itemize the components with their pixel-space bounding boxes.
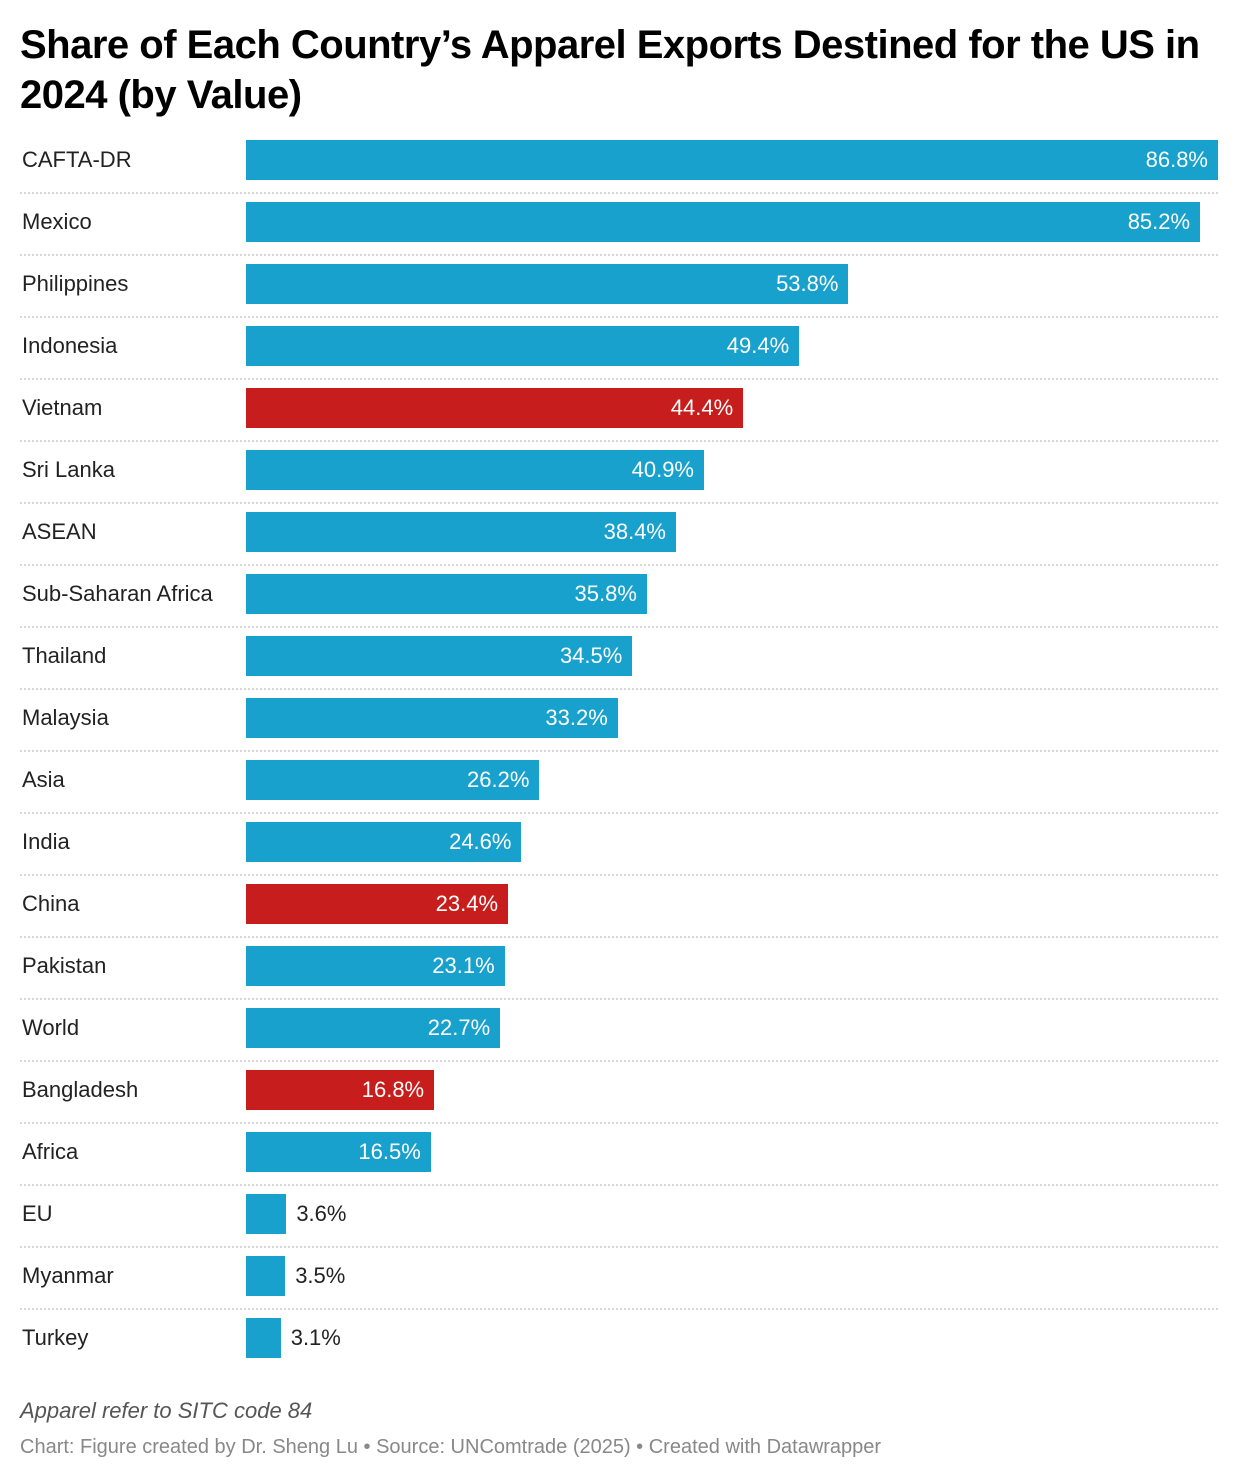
value-label: 23.1% <box>432 953 495 978</box>
chart-source: Chart: Figure created by Dr. Sheng Lu • … <box>20 1436 882 1458</box>
chart-title: Share of Each Country’s Apparel Exports … <box>20 23 1200 117</box>
bar-row: Myanmar 3.5% <box>20 1246 1218 1310</box>
value-label: 23.4% <box>435 891 499 916</box>
bar <box>246 1132 431 1172</box>
bar-row: Mexico 85.2% <box>20 192 1218 256</box>
bar <box>246 1256 286 1296</box>
bar <box>246 1070 435 1110</box>
value-label: 16.8% <box>361 1077 425 1102</box>
value-label: 26.2% <box>467 767 530 792</box>
value-label: 22.7% <box>427 1015 491 1040</box>
value-label: 85.2% <box>1127 209 1191 234</box>
bar-row: Malaysia 33.2% <box>20 688 1218 752</box>
bar <box>246 760 540 800</box>
bar-row: India 24.6% <box>20 812 1218 876</box>
category-label: Africa <box>22 1139 79 1164</box>
category-label: Mexico <box>22 209 92 234</box>
bar-row: ASEAN 38.4% <box>20 502 1218 566</box>
category-label: Turkey <box>22 1325 89 1350</box>
category-label: Sri Lanka <box>22 457 115 482</box>
bar-row: Sri Lanka 40.9% <box>20 440 1218 504</box>
category-label: China <box>22 891 80 916</box>
bar <box>246 450 704 490</box>
category-label: Malaysia <box>22 705 109 730</box>
bar-row: Thailand 34.5% <box>20 626 1218 690</box>
value-label: 86.8% <box>1145 147 1208 172</box>
bar <box>246 140 1218 180</box>
bar-row: Pakistan 23.1% <box>20 936 1218 1000</box>
bar-row: CAFTA-DR 86.8% <box>20 130 1218 194</box>
bar <box>246 1008 501 1048</box>
bar-row: Vietnam 44.4% <box>20 378 1218 442</box>
bar-row: Bangladesh 16.8% <box>20 1060 1218 1124</box>
value-label: 44.4% <box>670 395 734 420</box>
value-label: 3.6% <box>296 1201 347 1226</box>
bar-row: Philippines 53.8% <box>20 254 1218 318</box>
value-label: 40.9% <box>631 457 694 482</box>
bar <box>246 512 676 552</box>
category-label: Indonesia <box>22 333 118 358</box>
bar <box>246 636 633 676</box>
category-label: Myanmar <box>22 1263 114 1288</box>
value-label: 38.4% <box>603 519 666 544</box>
bar-row: Indonesia 49.4% <box>20 316 1218 380</box>
bar-row: Turkey 3.1% <box>20 1308 1218 1370</box>
value-label: 33.2% <box>545 705 608 730</box>
value-label: 3.1% <box>290 1325 341 1350</box>
category-label: Pakistan <box>22 953 107 978</box>
value-label: 53.8% <box>776 271 839 296</box>
chart-notes: Apparel refer to SITC code 84 <box>20 1398 313 1423</box>
bar <box>246 884 509 924</box>
category-label: World <box>22 1015 80 1040</box>
category-label: Asia <box>22 767 65 792</box>
bar <box>246 946 505 986</box>
bar <box>246 264 849 304</box>
category-label: India <box>22 829 70 854</box>
bar <box>246 326 800 366</box>
category-label: Thailand <box>22 643 107 668</box>
value-label: 24.6% <box>449 829 512 854</box>
bar <box>246 822 522 862</box>
value-label: 49.4% <box>726 333 790 358</box>
category-label: Sub-Saharan Africa <box>22 581 213 606</box>
category-label: Vietnam <box>22 395 103 420</box>
bar-row: China 23.4% <box>20 874 1218 938</box>
bar <box>246 698 618 738</box>
bar <box>246 1318 281 1358</box>
bar-row: Sub-Saharan Africa 35.8% <box>20 564 1218 628</box>
category-label: CAFTA-DR <box>22 147 132 172</box>
category-label: ASEAN <box>22 519 97 544</box>
bar <box>246 1194 287 1234</box>
value-label: 35.8% <box>574 581 637 606</box>
bar-row: EU 3.6% <box>20 1184 1218 1248</box>
value-label: 34.5% <box>559 643 623 668</box>
category-label: Bangladesh <box>22 1077 139 1102</box>
value-label: 16.5% <box>358 1139 421 1164</box>
category-label: EU <box>22 1201 53 1226</box>
category-label: Philippines <box>22 271 129 296</box>
bar <box>246 388 744 428</box>
bar-row: Africa 16.5% <box>20 1122 1218 1186</box>
bar <box>246 202 1201 242</box>
bar <box>246 574 647 614</box>
bar-row: World 22.7% <box>20 998 1218 1062</box>
value-label: 3.5% <box>295 1263 346 1288</box>
bar-row: Asia 26.2% <box>20 750 1218 814</box>
